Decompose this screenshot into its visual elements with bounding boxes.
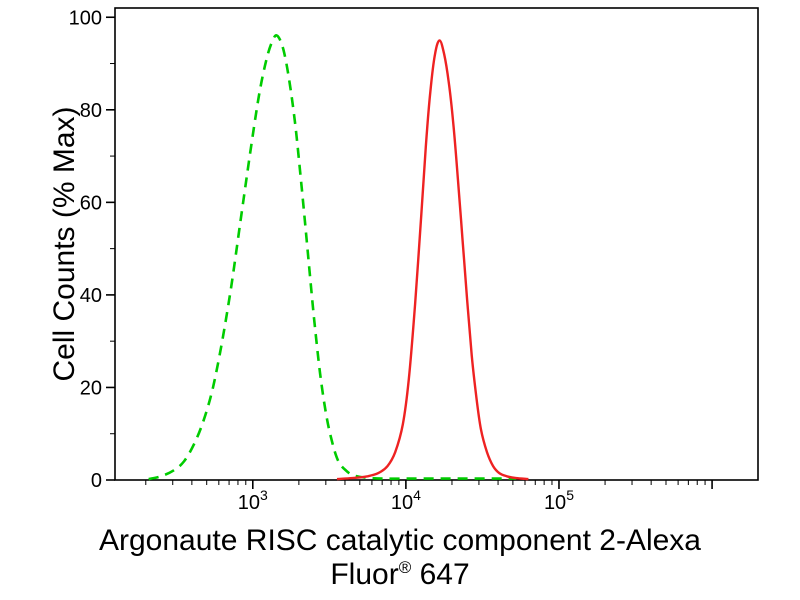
x-tick-label: 103 (238, 487, 268, 514)
histogram-plot: Cell Counts (% Max) 103 104 105 0 20 40 60 80 10… (48, 7, 759, 514)
x-tick-exponent: 4 (413, 487, 421, 503)
y-tick-label: 60 (80, 192, 102, 214)
x-tick-exponent: 5 (566, 487, 574, 503)
title-text-fluor: Fluor (330, 557, 399, 591)
x-axis-title-line1: Argonaute RISC catalytic component 2-Ale… (0, 524, 800, 558)
y-tick-label: 80 (80, 100, 102, 122)
plot-box (114, 7, 759, 481)
y-tick-label: 40 (80, 285, 102, 307)
x-tick-label: 105 (544, 487, 574, 514)
x-tick-label: 104 (391, 487, 421, 514)
title-text-line1: Argonaute RISC catalytic component 2-Ale… (99, 524, 701, 557)
green-dashed-control-curve (148, 34, 517, 481)
y-tick-label: 20 (80, 377, 102, 399)
red-solid-stained-curve (336, 39, 529, 481)
title-text-647: 647 (411, 557, 470, 591)
y-tick-label: 100 (69, 7, 102, 29)
x-tick-exponent: 3 (260, 487, 268, 503)
y-axis-title: Cell Counts (% Max) (48, 106, 81, 381)
x-axis-title: Argonaute RISC catalytic component 2-Ale… (0, 524, 800, 591)
x-axis-title-line2: Fluor® 647 (0, 558, 800, 592)
y-tick-label: 0 (91, 470, 102, 492)
registered-trademark-icon: ® (398, 557, 412, 577)
